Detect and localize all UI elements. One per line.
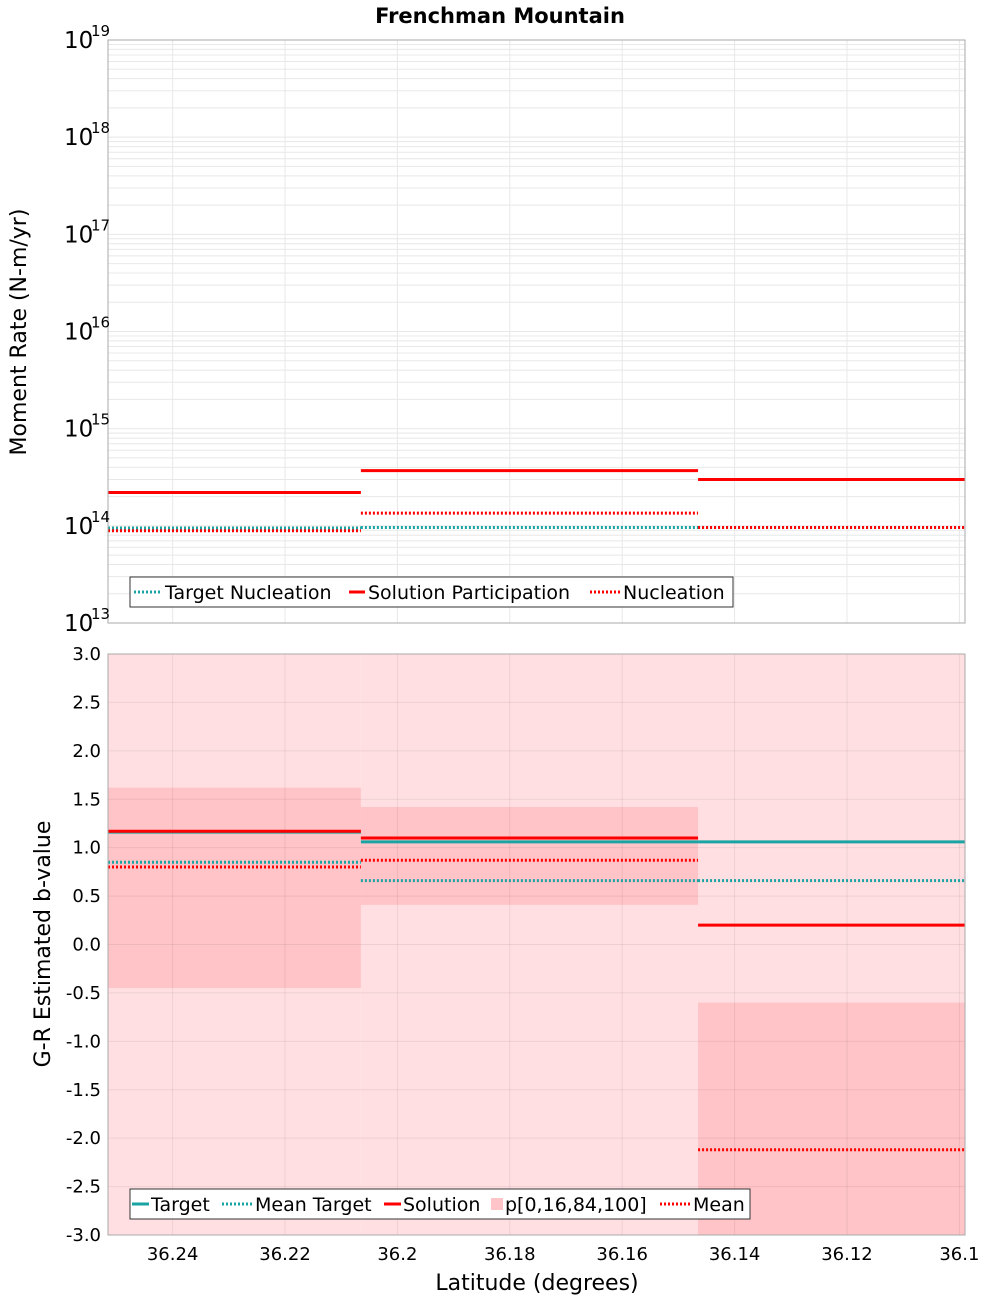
- band-inner: [108, 787, 361, 989]
- x-tick-label: 36.16: [596, 1244, 648, 1265]
- x-tick-label: 36.12: [821, 1244, 873, 1265]
- top-series: [108, 469, 965, 533]
- top-y-tick-exponent: 13: [91, 605, 110, 623]
- top-y-tick-base: 10: [64, 611, 93, 637]
- chart-title: Frenchman Mountain: [375, 4, 625, 28]
- top-y-tick-exponent: 15: [91, 411, 110, 429]
- top-y-axis-title: Moment Rate (N-m/yr): [7, 209, 32, 456]
- bottom-y-tick-label: -2.5: [66, 1177, 101, 1198]
- bottom-y-axis-title: G-R Estimated b-value: [31, 821, 56, 1068]
- legend-label-mean: Mean: [693, 1194, 745, 1216]
- x-tick-label: 36.2: [377, 1244, 417, 1265]
- top-y-tick-exponent: 18: [91, 119, 110, 137]
- legend-label-solution: Solution: [403, 1194, 480, 1216]
- legend-label-percentile-band: p[0,16,84,100]: [505, 1194, 647, 1216]
- bottom-y-tick-label: 1.0: [72, 838, 101, 859]
- legend-label-nucleation: Nucleation: [623, 582, 725, 604]
- bottom-series: [108, 829, 965, 1152]
- top-y-tick-exponent: 16: [91, 314, 110, 332]
- legend-swatch-percentile-band: [491, 1198, 503, 1210]
- top-y-tick-base: 10: [64, 514, 93, 540]
- bottom-y-tick-label: 3.0: [72, 644, 101, 665]
- bottom-legend: Target Mean Target Solution p[0,16,84,10…: [129, 1188, 751, 1220]
- bottom-bands: [108, 654, 965, 1235]
- legend-label-solution-participation: Solution Participation: [368, 582, 570, 604]
- x-tick-label: 36.24: [147, 1244, 199, 1265]
- x-tick-label: 36.22: [259, 1244, 311, 1265]
- bottom-y-tick-label: 2.5: [72, 692, 101, 713]
- top-y-tick-base: 10: [64, 320, 93, 346]
- bottom-y-tick-label: -1.0: [66, 1031, 101, 1052]
- top-y-tick-base: 10: [64, 222, 93, 248]
- top-y-tick-base: 10: [64, 125, 93, 151]
- bottom-panel: -3.0 -2.5 -2.0 -1.5 -1.0 -0.5 0.0 0.5 1.0 1.5 2.0 2…: [31, 644, 979, 1296]
- legend-label-target: Target: [150, 1194, 210, 1216]
- top-y-tick-exponent: 14: [91, 508, 110, 526]
- top-y-tick-exponent: 17: [91, 216, 110, 234]
- top-legend-box: [129, 576, 734, 608]
- x-tick-label: 36.18: [484, 1244, 536, 1265]
- bottom-legend-box: [129, 1188, 751, 1220]
- bottom-y-tick-label: 0.0: [72, 935, 101, 956]
- legend-label-target-nucleation: Target Nucleation: [164, 582, 332, 604]
- top-y-tick-base: 10: [64, 417, 93, 443]
- bottom-x-ticks: 36.24 36.22 36.2 36.18 36.16 36.14 36.12 36.1: [147, 1244, 980, 1265]
- band-inner: [360, 806, 699, 905]
- bottom-y-tick-label: 2.0: [72, 741, 101, 762]
- bottom-y-ticks: -3.0 -2.5 -2.0 -1.5 -1.0 -0.5 0.0 0.5 1.0 1.5 2.0 2…: [66, 644, 101, 1246]
- bottom-y-tick-label: -3.0: [66, 1225, 101, 1246]
- bottom-y-tick-label: -2.0: [66, 1128, 101, 1149]
- top-y-tick-exponent: 19: [91, 22, 110, 40]
- x-tick-label: 36.1: [939, 1244, 979, 1265]
- x-tick-label: 36.14: [709, 1244, 761, 1265]
- bottom-y-tick-label: -0.5: [66, 983, 101, 1004]
- x-axis-title: Latitude (degrees): [435, 1271, 638, 1296]
- top-legend: Target Nucleation Solution Participation…: [129, 576, 734, 608]
- bottom-y-tick-label: 0.5: [72, 886, 101, 907]
- band-outer: [360, 654, 699, 1235]
- legend-label-mean-target: Mean Target: [255, 1194, 372, 1216]
- top-plot-frame: [107, 39, 966, 624]
- top-y-tick-base: 10: [64, 28, 93, 54]
- bottom-y-tick-label: -1.5: [66, 1080, 101, 1101]
- bottom-plot-frame: [107, 653, 966, 1236]
- bottom-y-tick-label: 1.5: [72, 789, 101, 810]
